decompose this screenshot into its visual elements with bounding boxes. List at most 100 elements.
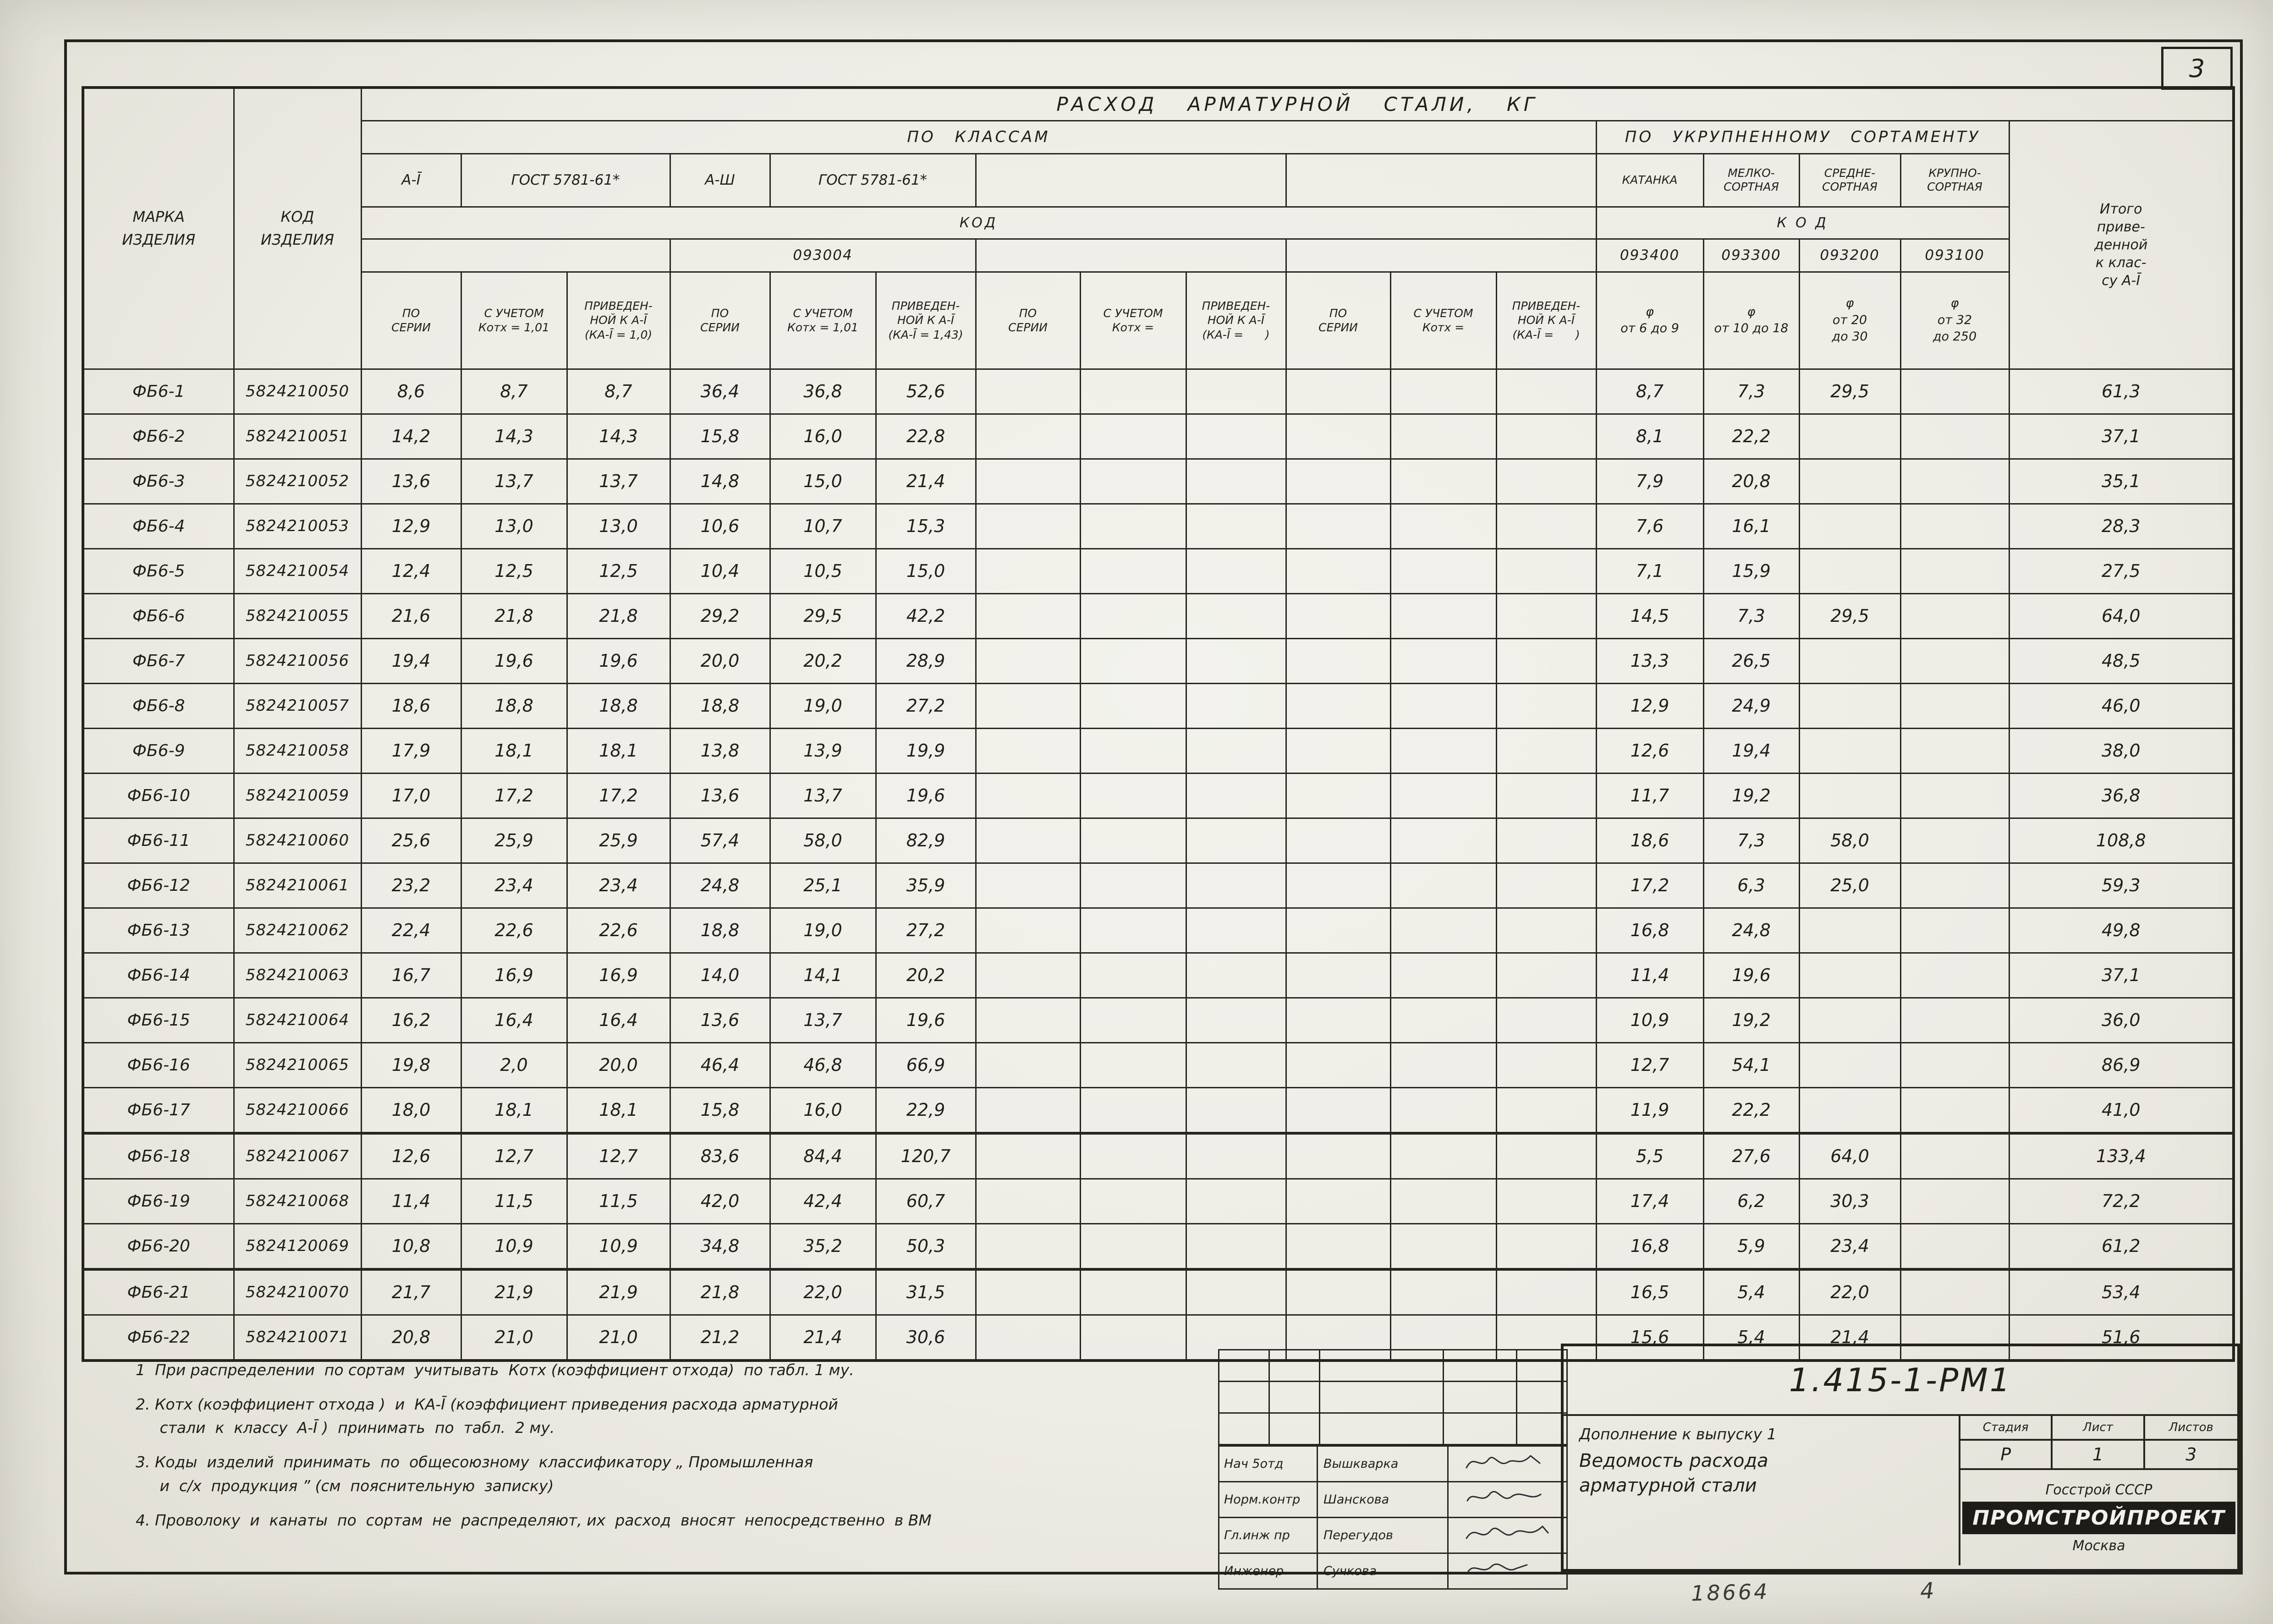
stage-value: Р	[1960, 1441, 2053, 1470]
cell-c4-kotx	[1389, 862, 1497, 909]
cell-c3-reduced	[1185, 458, 1287, 505]
cell-c3-series	[975, 907, 1081, 954]
cell-c4-reduced	[1495, 1131, 1597, 1180]
cell-c3-series	[975, 997, 1081, 1043]
signature-scribble	[1447, 1517, 1568, 1554]
note-item: 2. Котх (коэффициент отхода ) и КА-Ī (ко…	[136, 1395, 838, 1437]
table-row: ФБ6-13 5824210062 22,4 22,6 22,6 18,8 19,0 27,2…	[82, 907, 2235, 954]
cell-c4-series	[1285, 1042, 1391, 1088]
cell-total: 41,0	[2008, 1086, 2235, 1134]
cell-a1-series: 22,4	[360, 907, 462, 954]
cell-product-code: 5824210071	[233, 1314, 362, 1361]
stamp-empty-cell	[1443, 1349, 1517, 1382]
cell-c4-kotx	[1389, 1267, 1497, 1316]
cell-a1-reduced: 10,9	[566, 1223, 671, 1270]
cell-a1-series: 17,9	[360, 727, 462, 774]
table-row: ФБ6-9 5824210058 17,9 18,1 18,1 13,8 13,9 19,9 1…	[82, 727, 2235, 774]
cell-a3-series: 46,4	[669, 1042, 771, 1088]
drawing-frame: 3 МАРКА ИЗДЕЛИЯ КОД ИЗДЕЛИЯ РАСХОД АРМАТ…	[64, 39, 2243, 1590]
cell-product-code: 5824210050	[233, 368, 362, 415]
stamp-empty-cell	[1443, 1412, 1517, 1445]
cell-a3-kotx: 21,4	[769, 1314, 877, 1361]
cell-katanka: 18,6	[1595, 817, 1704, 864]
table-row: ФБ6-14 5824210063 16,7 16,9 16,9 14,0 14,1 20,2…	[82, 952, 2235, 999]
cell-melkosortnaya: 15,9	[1702, 548, 1800, 594]
cell-a1-series: 14,2	[360, 413, 462, 460]
cell-product-code: 5824210070	[233, 1267, 362, 1316]
cell-krupnosortnaya	[1900, 772, 2010, 819]
cell-c3-reduced	[1185, 952, 1287, 999]
cell-a3-kotx: 36,8	[769, 368, 877, 415]
cell-total: 72,2	[2008, 1178, 2235, 1224]
cell-a3-series: 34,8	[669, 1223, 771, 1270]
cell-a1-series: 16,7	[360, 952, 462, 999]
cell-a1-series: 16,2	[360, 997, 462, 1043]
document-title-line1: Ведомость расхода	[1579, 1450, 1768, 1471]
cell-a3-reduced: 27,2	[875, 682, 977, 729]
cell-total: 35,1	[2008, 458, 2235, 505]
cell-c4-reduced	[1495, 682, 1597, 729]
cell-mark: ФБ6-18	[82, 1131, 235, 1180]
cell-c4-reduced	[1495, 1267, 1597, 1316]
cell-c4-series	[1285, 682, 1391, 729]
class4-header	[1285, 153, 1597, 208]
class3-sub-series: ПО СЕРИИ	[975, 271, 1081, 370]
cell-c4-kotx	[1389, 952, 1497, 999]
cell-c4-reduced	[1495, 862, 1597, 909]
cell-total: 53,4	[2008, 1267, 2235, 1316]
cell-melkosortnaya: 6,3	[1702, 862, 1800, 909]
cell-c4-reduced	[1495, 637, 1597, 684]
cell-a3-series: 15,8	[669, 1086, 771, 1134]
stamp-empty-cell	[1268, 1381, 1320, 1414]
cell-c3-kotx	[1079, 458, 1187, 505]
cell-a3-reduced: 15,0	[875, 548, 977, 594]
cell-c4-reduced	[1495, 368, 1597, 415]
cell-a1-series: 18,6	[360, 682, 462, 729]
cell-a3-kotx: 58,0	[769, 817, 877, 864]
cell-katanka: 16,8	[1595, 907, 1704, 954]
cell-a1-reduced: 22,6	[566, 907, 671, 954]
cell-c3-kotx	[1079, 503, 1187, 549]
cell-c3-kotx	[1079, 952, 1187, 999]
cell-srednesortnaya	[1798, 503, 1901, 549]
cell-c4-kotx	[1389, 907, 1497, 954]
signature-row: Норм.контр Шанскова	[1218, 1481, 1568, 1518]
cell-c4-kotx	[1389, 727, 1497, 774]
cell-a1-kotx: 8,7	[460, 368, 568, 415]
cell-a1-reduced: 11,5	[566, 1178, 671, 1224]
cell-srednesortnaya	[1798, 637, 1901, 684]
cell-krupnosortnaya	[1900, 907, 2010, 954]
cell-a1-reduced: 16,4	[566, 997, 671, 1043]
cell-a3-series: 83,6	[669, 1131, 771, 1180]
cell-a3-series: 15,8	[669, 413, 771, 460]
cell-c4-reduced	[1495, 1042, 1597, 1088]
cell-a1-kotx: 17,2	[460, 772, 568, 819]
header-row-kod: КОД К О Д	[83, 206, 2234, 240]
signature-scribble	[1447, 1445, 1568, 1482]
cell-katanka: 12,6	[1595, 727, 1704, 774]
note-item: 1 При распределении по сортам учитывать …	[136, 1361, 854, 1379]
cell-c3-reduced	[1185, 1131, 1287, 1180]
cell-mark: ФБ6-4	[82, 503, 235, 549]
cell-c4-kotx	[1389, 1131, 1497, 1180]
cell-mark: ФБ6-2	[82, 413, 235, 460]
cell-c3-series	[975, 952, 1081, 999]
table-header: МАРКА ИЗДЕЛИЯ КОД ИЗДЕЛИЯ РАСХОД АРМАТУР…	[82, 87, 2235, 370]
cell-a3-reduced: 50,3	[875, 1223, 977, 1270]
cell-a1-series: 19,8	[360, 1042, 462, 1088]
cell-melkosortnaya: 19,6	[1702, 952, 1800, 999]
cell-a1-kotx: 16,4	[460, 997, 568, 1043]
cell-product-code: 5824210065	[233, 1042, 362, 1088]
cell-a1-reduced: 8,7	[566, 368, 671, 415]
table-row: ФБ6-16 5824210065 19,8 2,0 20,0 46,4 46,8 66,9 1…	[82, 1042, 2235, 1088]
cell-a1-reduced: 13,7	[566, 458, 671, 505]
cell-product-code: 5824210058	[233, 727, 362, 774]
cell-krupnosortnaya	[1900, 1042, 2010, 1088]
cell-a3-kotx: 25,1	[769, 862, 877, 909]
assort-srednesort-dia: φ от 20 до 30	[1798, 271, 1901, 370]
cell-c4-series	[1285, 413, 1391, 460]
signatures-table: Нач 5отд Вышкварка Норм.контр Шанскова Гл.ин…	[1218, 1445, 1568, 1590]
signature-role: Норм.контр	[1218, 1481, 1318, 1518]
cell-srednesortnaya	[1798, 413, 1901, 460]
cell-c3-reduced	[1185, 637, 1287, 684]
